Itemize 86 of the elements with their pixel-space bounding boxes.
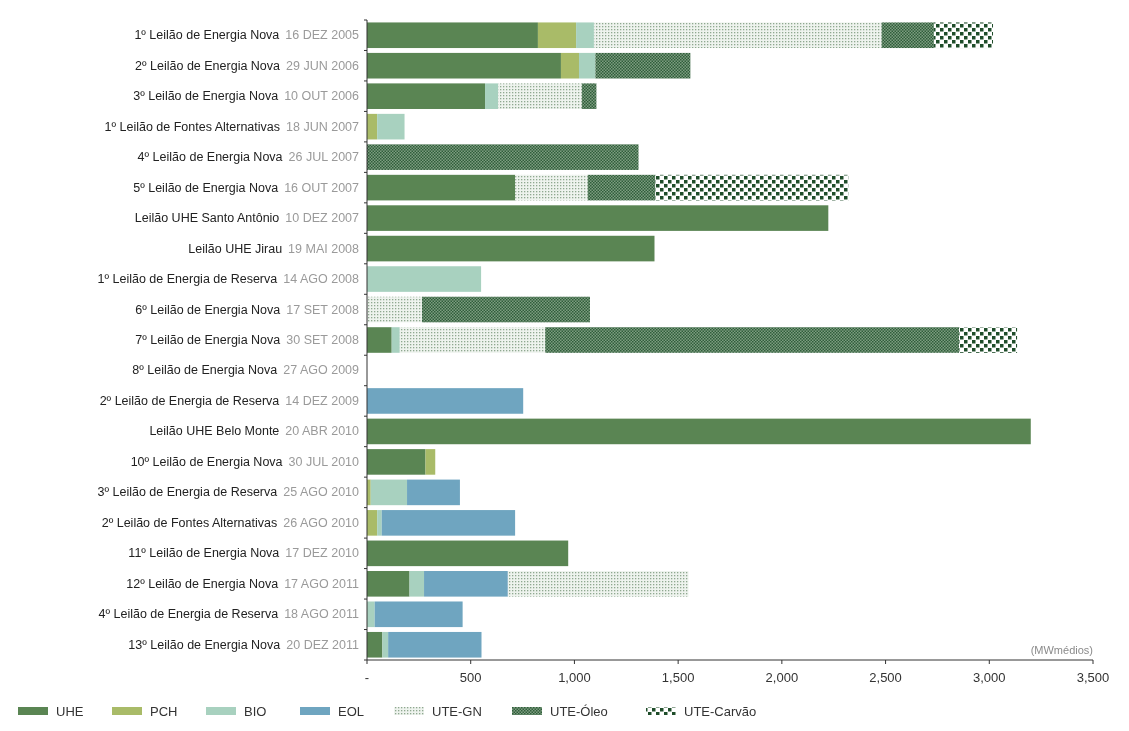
bar [587, 174, 656, 201]
y-tick-label: 11º Leilão de Energia Nova 17 DEZ 2010 [128, 546, 360, 561]
x-tick-label: 3,000 [973, 670, 1006, 685]
bar [367, 22, 538, 49]
y-tick-label: 4º Leilão de Energia de Reserva 18 AGO 2011 [98, 607, 360, 622]
bar [959, 327, 1018, 353]
bar [367, 571, 410, 597]
bar [367, 540, 569, 567]
y-tick-label: 2º Leilão de Fontes Alternativas 26 AGO 2010 [101, 515, 360, 530]
y-tick-label: 3º Leilão de Energia Nova 10 OUT 2006 [133, 89, 360, 104]
x-tick-label: 1,500 [661, 670, 695, 685]
y-tick-label: 2º Leilão de Energia Nova 29 JUN 2006 [135, 58, 360, 73]
bar [421, 296, 590, 323]
bar [485, 83, 499, 109]
legend-label: UTE-Óleo [550, 704, 608, 719]
bar [367, 144, 639, 170]
bar [593, 22, 882, 49]
bar [367, 205, 829, 231]
bar [545, 327, 959, 353]
bar [367, 235, 655, 262]
y-tick-label: Leilão UHE Belo Monte 20 ABR 2010 [149, 424, 360, 439]
bar [578, 52, 596, 79]
legend-label: UTE-GN [432, 704, 482, 719]
bar [424, 571, 508, 597]
legend-label: EOL [338, 704, 365, 719]
bar [515, 174, 588, 201]
y-tick-label: 1º Leilão de Energia Nova 16 DEZ 2005 [134, 28, 360, 43]
x-tick-label: 1,000 [558, 670, 591, 685]
y-tick-label: 12º Leilão de Energia Nova 17 AGO 2011 [126, 576, 360, 591]
bar [933, 22, 994, 49]
y-tick-label: 7º Leilão de Energia Nova 30 SET 2008 [135, 333, 360, 347]
bar [576, 22, 594, 49]
y-tick-label: 8º Leilão de Energia Nova 27 AGO 2009 [132, 363, 360, 378]
y-tick-label: 1º Leilão de Energia de Reserva 14 AGO 2008 [97, 272, 360, 287]
bar [367, 52, 561, 79]
bar [367, 296, 422, 323]
y-tick-label: Leilão UHE Santo Antônio 10 DEZ 2007 [134, 211, 360, 226]
bar [374, 601, 463, 628]
x-tick-label: 3,500 [1076, 670, 1110, 685]
bar [367, 510, 378, 536]
bar [399, 327, 546, 353]
legend-label: UTE-Carvão [684, 704, 757, 719]
bar [581, 83, 597, 109]
legend-label: PCH [150, 704, 178, 719]
legend-label: UHE [56, 704, 84, 719]
bar [367, 418, 1031, 445]
bar [367, 327, 392, 353]
bar [881, 22, 934, 49]
bar [407, 479, 460, 506]
bar [595, 52, 691, 79]
annotation: (MWmédios) [1030, 644, 1093, 656]
bar [560, 52, 579, 79]
bar [367, 83, 486, 109]
y-tick-label: Leilão UHE Jirau 19 MAI 2008 [188, 241, 360, 256]
bar [655, 174, 849, 201]
y-tick-label: 4º Leilão de Energia Nova 26 JUL 2007 [137, 150, 360, 165]
bar [409, 571, 425, 597]
bar [367, 601, 375, 628]
bar [377, 113, 405, 140]
y-tick-label: 6º Leilão de Energia Nova 17 SET 2008 [135, 302, 360, 317]
bar [367, 449, 426, 475]
x-tick-label: 2,500 [869, 670, 902, 685]
x-tick-label: 2,000 [765, 670, 799, 685]
y-tick-label: 10º Leilão de Energia Nova 30 JUL 2010 [130, 454, 360, 469]
bar [507, 571, 689, 597]
bar [370, 479, 408, 506]
y-tick-label: 5º Leilão de Energia Nova 16 OUT 2007 [133, 180, 360, 195]
y-tick-label: 13º Leilão de Energia Nova 20 DEZ 2011 [128, 637, 360, 652]
y-tick-label: 1º Leilão de Fontes Alternativas 18 JUN 2007 [104, 119, 360, 134]
bar [382, 631, 389, 658]
bar [367, 266, 482, 292]
bar [391, 327, 400, 353]
bar [367, 631, 383, 658]
x-tick-label: - [364, 670, 370, 685]
bar [381, 510, 516, 536]
bar [367, 388, 524, 414]
y-tick-label: 3º Leilão de Energia de Reserva 25 AGO 2010 [97, 485, 360, 500]
bar [388, 631, 482, 658]
bar [377, 510, 382, 536]
y-tick-label: 2º Leilão de Energia de Reserva 14 DEZ 2009 [99, 393, 360, 408]
x-tick-label: 500 [459, 670, 482, 685]
bar [537, 22, 577, 49]
bar [367, 174, 516, 201]
bar [425, 449, 436, 475]
bar [498, 83, 582, 109]
legend-label: BIO [244, 704, 267, 719]
